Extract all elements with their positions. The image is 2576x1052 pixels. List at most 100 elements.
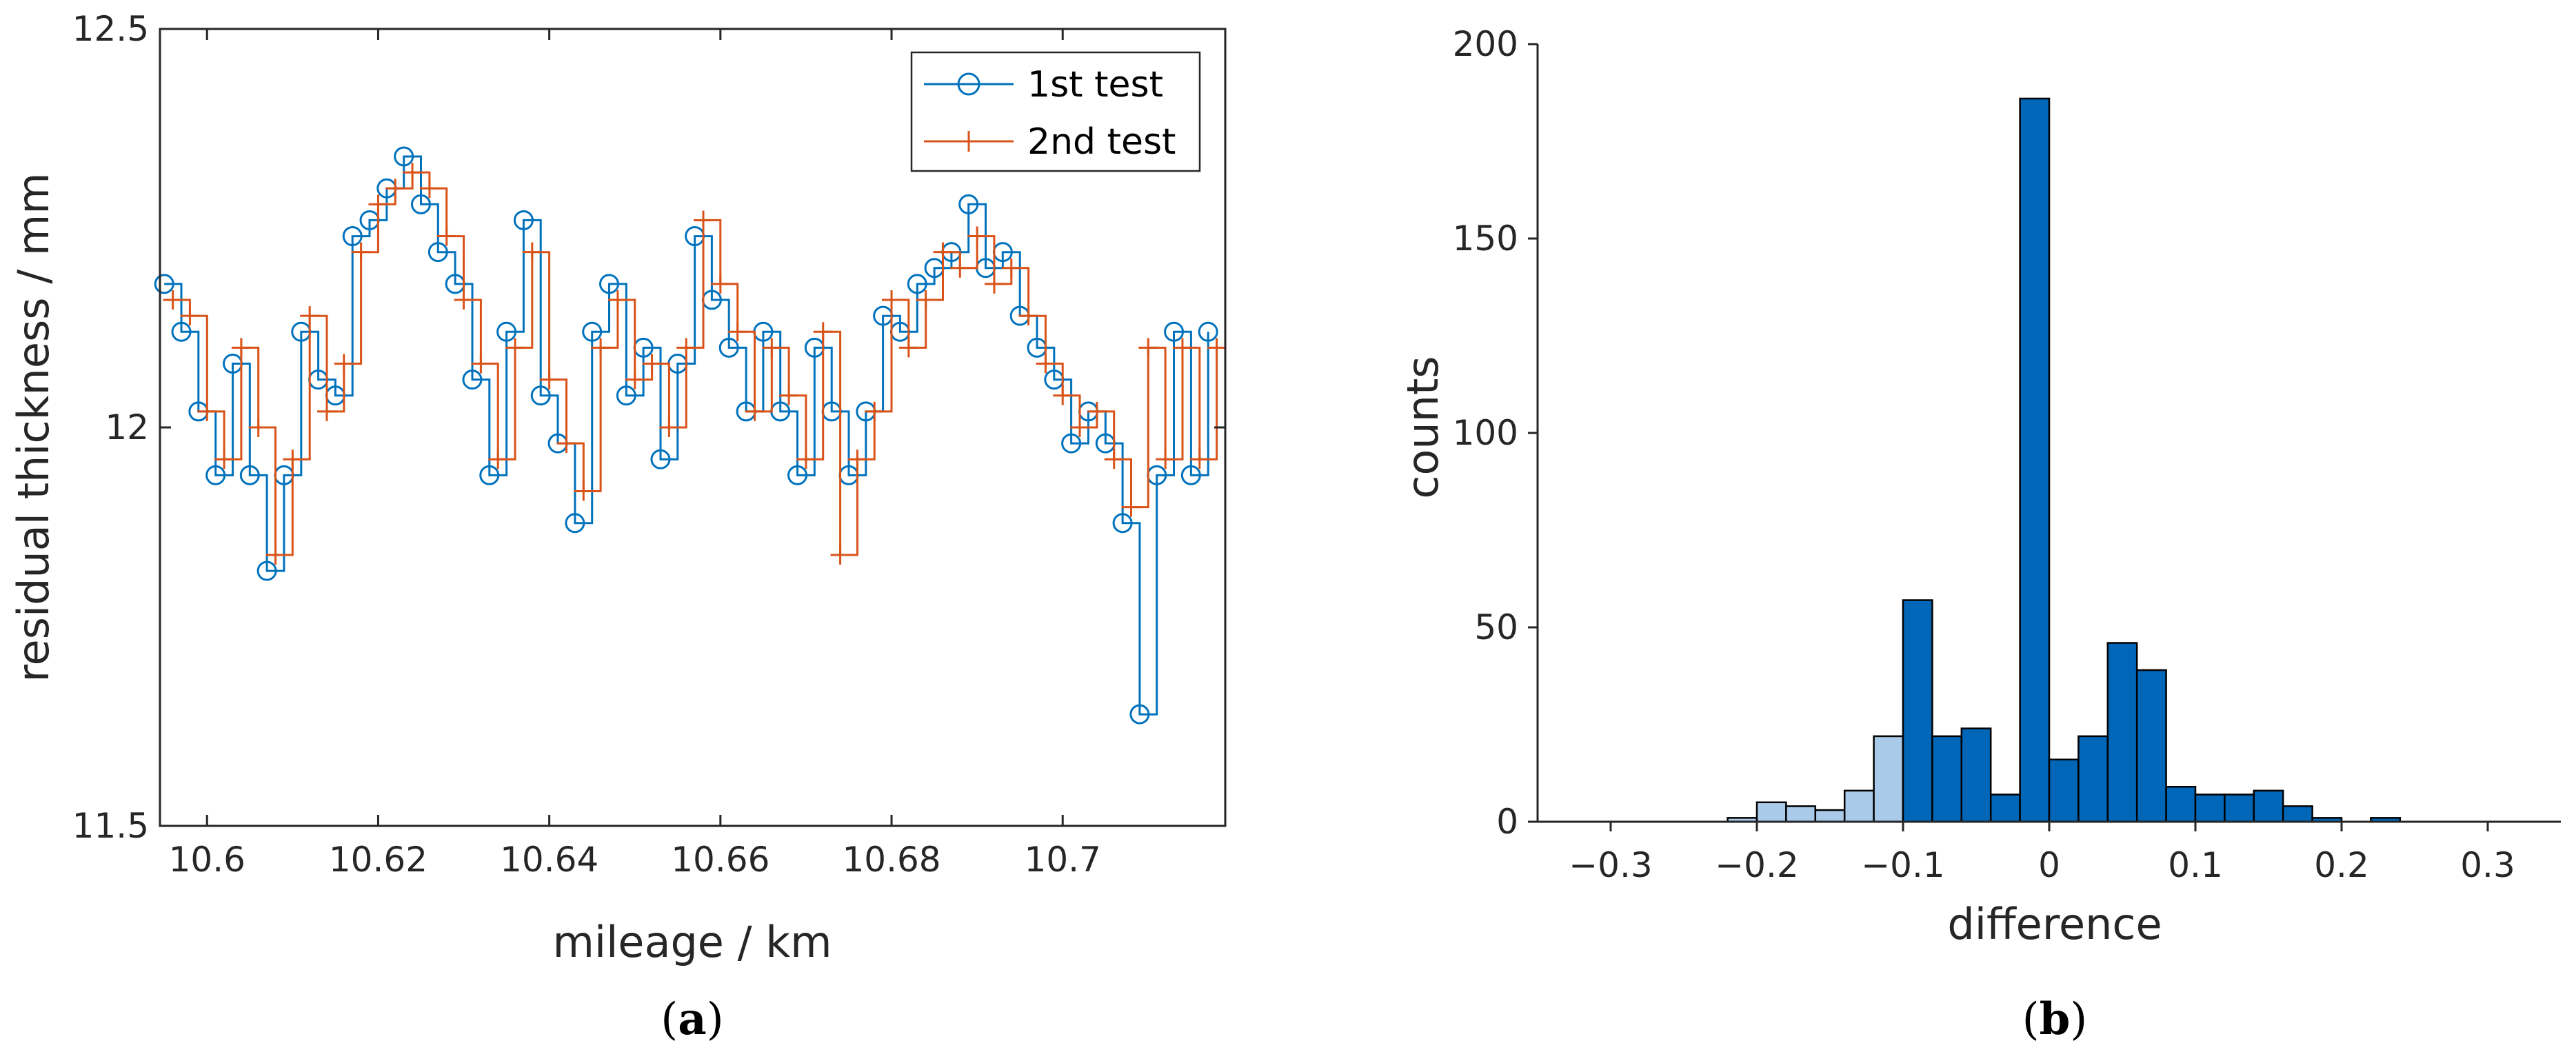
panel-a-point-2nd-test <box>882 290 902 310</box>
panel-a-point-1st-test <box>1061 433 1082 454</box>
histogram-bar <box>1873 735 1904 823</box>
panel-a-point-2nd-test <box>1156 449 1176 469</box>
panel-a-x-tick-label: 10.68 <box>842 840 940 880</box>
panel-a-y-ticks: 11.5 12 12.5 <box>72 9 1225 846</box>
panel-a-x-tick-label: 10.66 <box>671 840 769 880</box>
panel-b-x-ticks: −0.3 −0.2 −0.1 0 0.1 0.2 0.3 <box>1569 822 2515 885</box>
histogram-bar <box>2194 793 2226 823</box>
histogram-bar <box>1785 805 1817 823</box>
panel-a-point-2nd-test <box>1036 354 1056 374</box>
panel-a-point-2nd-test <box>300 306 320 326</box>
panel-a-point-2nd-test <box>727 322 747 342</box>
panel-a-point-1st-test <box>394 146 414 167</box>
panel-a-point-1st-test <box>496 321 517 342</box>
panel-a-point-1st-test <box>1164 321 1185 342</box>
panel-b-y-ticks: 0 50 100 150 200 <box>1453 24 1538 842</box>
panel-a-x-tick-label: 10.64 <box>500 840 598 880</box>
panel-a-point-2nd-test <box>950 258 970 278</box>
histogram-bar <box>2165 785 2197 823</box>
panel-a-point-2nd-test <box>1207 338 1227 358</box>
panel-a-point-2nd-test <box>1001 258 1021 278</box>
panel-a-point-1st-test <box>427 242 448 263</box>
panel-a-x-ticks: 10.6 10.62 10.64 10.66 10.68 10.7 <box>169 29 1101 880</box>
legend-circle-marker-icon <box>957 72 980 96</box>
panel-b-y-tick-label: 100 <box>1453 413 1518 453</box>
panel-a-point-2nd-test <box>1121 497 1141 517</box>
panel-a-point-2nd-test <box>984 274 1004 294</box>
panel-a-point-2nd-test <box>265 545 285 565</box>
legend-label-2nd-test: 2nd test <box>1027 121 1176 163</box>
panel-a-point-2nd-test <box>642 354 662 374</box>
panel-a-x-tick-label: 10.7 <box>1025 840 1101 880</box>
panel-b-x-axis-label: difference <box>1947 899 2162 949</box>
histogram-bar <box>2019 97 2051 823</box>
panel-a-point-1st-test <box>582 321 603 342</box>
panel-a-point-1st-test <box>462 370 483 390</box>
panel-a-point-2nd-test <box>539 370 559 390</box>
panel-a-point-1st-test <box>205 465 226 485</box>
panel-a-point-2nd-test <box>471 354 491 374</box>
legend-plus-marker-icon <box>958 131 979 152</box>
histogram-bar <box>1755 801 1787 823</box>
panel-b-y-tick-label: 150 <box>1453 219 1518 259</box>
panel-a-point-1st-test <box>239 465 260 485</box>
panel-a-point-2nd-test <box>967 226 987 246</box>
panel-a-y-tick-label: 12 <box>105 407 149 447</box>
panel-a-point-2nd-test <box>214 449 234 469</box>
panel-a-point-2nd-test <box>694 210 714 230</box>
legend-label-1st-test: 1st test <box>1027 64 1163 105</box>
panel-a-point-2nd-test <box>1172 338 1192 358</box>
panel-b-x-tick-label: 0.2 <box>2314 845 2369 885</box>
panel-a-point-1st-test <box>616 385 636 406</box>
panel-a-point-1st-test <box>479 465 500 485</box>
panel-a-legend: 1st test 2nd test <box>910 51 1201 172</box>
panel-a-point-1st-test <box>1129 704 1150 725</box>
panel-a-point-1st-test <box>907 274 927 294</box>
histogram-bar <box>2077 735 2109 823</box>
histogram-bar <box>1931 735 1963 823</box>
panel-a-y-tick-label: 11.5 <box>72 806 149 846</box>
panel-a-point-2nd-test <box>796 449 816 469</box>
panel-a-point-2nd-test <box>316 401 336 421</box>
panel-a-point-1st-test <box>958 194 979 214</box>
panel-a-point-2nd-test <box>556 434 576 454</box>
panel-a-point-2nd-test <box>197 401 217 421</box>
histogram-bar <box>1960 727 1992 823</box>
panel-a-point-2nd-test <box>231 338 251 358</box>
histogram-bar <box>2048 758 2080 823</box>
panel-a-point-1st-test <box>1112 513 1133 534</box>
panel-a-point-2nd-test <box>847 449 867 469</box>
panel-b-y-tick-label: 50 <box>1474 607 1518 647</box>
panel-a-point-2nd-test <box>180 306 200 326</box>
panel-a-point-2nd-test <box>454 290 474 310</box>
panel-b-label: (b) <box>2022 993 2088 1045</box>
panel-a-point-2nd-test <box>625 370 645 390</box>
panel-a-point-2nd-test <box>505 338 525 358</box>
panel-a-point-2nd-test <box>813 322 833 342</box>
panel-a-plot-area <box>154 146 1227 725</box>
panel-a-point-2nd-test <box>334 354 354 374</box>
panel-a-y-axis-label: residual thickness / mm <box>8 172 59 682</box>
panel-a-point-1st-test <box>513 210 534 230</box>
panel-a-series-2nd-test <box>163 163 1227 565</box>
panel-a-point-2nd-test <box>488 449 508 469</box>
panel-a-point-2nd-test <box>574 481 594 501</box>
panel-a-y-tick-label: 12.5 <box>72 9 149 49</box>
panel-a-point-1st-test <box>565 513 585 534</box>
panel-b-x-tick-label: −0.1 <box>1861 845 1944 885</box>
panel-b-x-tick-label: −0.3 <box>1569 845 1652 885</box>
panel-a-point-1st-test <box>650 449 671 469</box>
panel-a-point-2nd-test <box>830 545 850 565</box>
panel-a-series-line <box>164 155 1209 716</box>
panel-a-point-2nd-test <box>283 449 303 469</box>
panel-a-x-axis-label: mileage / km <box>552 917 832 967</box>
histogram-bar <box>1843 789 1875 823</box>
panel-a-point-2nd-test <box>1189 449 1209 469</box>
histogram-bar <box>2282 805 2313 823</box>
panel-a-point-2nd-test <box>916 290 936 310</box>
panel-a-point-1st-test <box>154 274 174 294</box>
panel-b-bars <box>1727 97 2402 823</box>
panel-b-x-tick-label: 0 <box>2038 845 2060 885</box>
panel-a-point-2nd-test <box>1070 418 1090 437</box>
panel-a-point-2nd-test <box>933 242 953 262</box>
